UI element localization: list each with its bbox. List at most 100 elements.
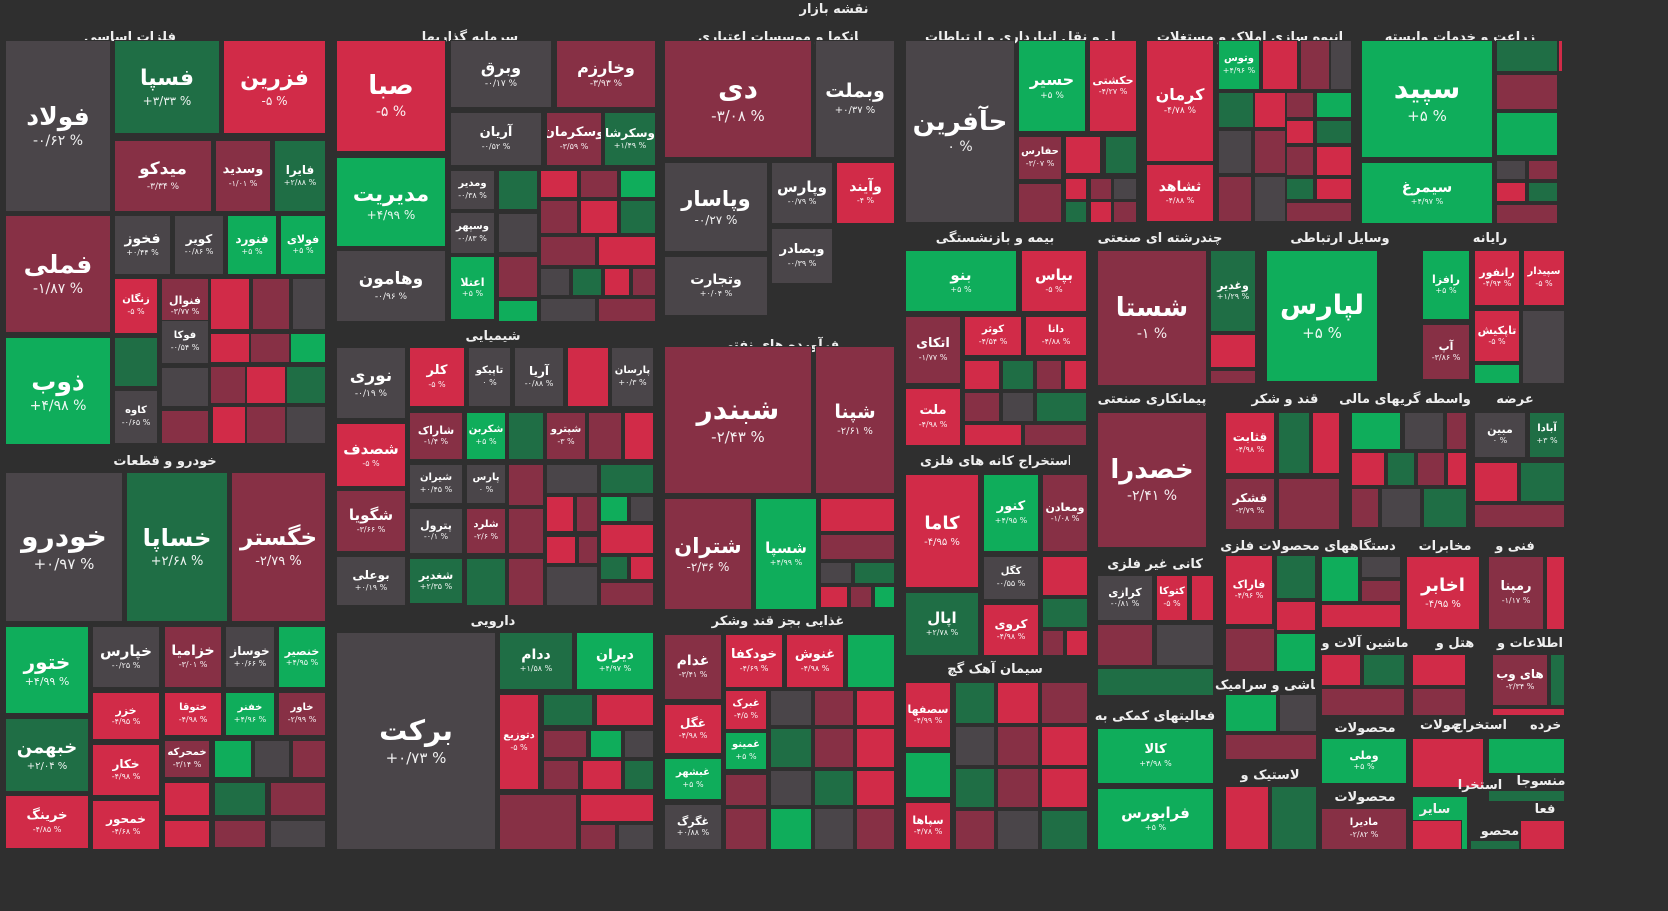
stock-tile-small[interactable] [820, 562, 852, 584]
stock-tile[interactable]: کلر -۵ % [409, 347, 465, 407]
stock-tile[interactable]: ومدیر -۰/۳۸ % [450, 170, 495, 210]
stock-tile[interactable]: کگل -۰/۵۵ % [983, 556, 1039, 600]
stock-tile[interactable]: وسپهر -۰/۸۳ % [450, 212, 495, 254]
stock-tile[interactable]: ذوب +۴/۹۸ % [5, 337, 111, 445]
stock-tile[interactable]: فولای +۵ % [280, 215, 326, 275]
stock-tile-small[interactable] [1066, 630, 1088, 656]
stock-tile-small[interactable] [905, 752, 951, 798]
stock-tile[interactable]: خپارس -۰/۲۵ % [92, 626, 160, 688]
stock-tile-small[interactable] [1042, 598, 1088, 628]
stock-tile-small[interactable] [1065, 178, 1087, 200]
stock-tile-small[interactable] [624, 730, 654, 758]
stock-tile-small[interactable] [164, 782, 210, 816]
stock-tile-small[interactable] [543, 760, 579, 790]
stock-tile-small[interactable] [955, 768, 995, 808]
stock-tile[interactable]: شلرد -۲/۶ % [466, 508, 506, 554]
stock-tile-small[interactable] [1041, 768, 1088, 808]
stock-tile-small[interactable] [164, 820, 210, 848]
stock-tile-small[interactable] [1316, 178, 1352, 200]
stock-tile[interactable]: بپاس -۵ % [1021, 250, 1087, 312]
stock-tile-small[interactable] [820, 586, 848, 608]
stock-tile[interactable]: تاپکیش -۵ % [1474, 310, 1520, 362]
stock-tile[interactable]: پارس ۰ % [466, 464, 506, 504]
stock-tile-small[interactable] [955, 810, 995, 850]
stock-tile-small[interactable] [210, 366, 246, 404]
stock-tile-small[interactable] [1276, 633, 1316, 672]
stock-tile-small[interactable] [286, 366, 326, 404]
stock-tile[interactable]: لپارس +۵ % [1266, 250, 1378, 382]
stock-tile-small[interactable] [508, 412, 544, 460]
stock-tile[interactable]: آپ -۳/۸۶ % [1422, 324, 1470, 380]
stock-tile[interactable]: خزامیا -۳/۰۱ % [164, 626, 222, 688]
stock-tile-small[interactable] [540, 200, 578, 234]
stock-tile[interactable]: ومعادن -۱/۰۸ % [1042, 474, 1088, 552]
stock-tile[interactable]: قشکر -۳/۷۹ % [1225, 478, 1275, 530]
stock-tile-small[interactable] [498, 170, 538, 210]
stock-tile[interactable]: خزر -۴/۹۵ % [92, 692, 160, 740]
stock-tile[interactable]: وبرق -۰/۱۷ % [450, 40, 552, 108]
stock-tile[interactable]: وپاسار -۰/۲۷ % [664, 162, 768, 252]
stock-tile-small[interactable] [1286, 92, 1314, 118]
stock-tile[interactable]: صبا -۵ % [336, 40, 446, 152]
stock-tile[interactable]: بنو +۵ % [905, 250, 1017, 312]
stock-tile[interactable]: خمحور -۴/۶۸ % [92, 800, 160, 850]
stock-tile-small[interactable] [964, 392, 1000, 422]
stock-tile[interactable]: میدکو -۳/۳۴ % [114, 140, 212, 212]
stock-tile[interactable]: شسپا +۴/۹۹ % [755, 498, 817, 610]
stock-tile-small[interactable] [540, 236, 596, 266]
stock-tile-small[interactable] [1278, 478, 1340, 530]
stock-tile[interactable]: خصدرا -۲/۴۱ % [1097, 412, 1207, 548]
stock-tile-small[interactable] [508, 464, 544, 506]
stock-tile-small[interactable] [1546, 556, 1565, 630]
stock-tile[interactable]: فاراک -۴/۹۶ % [1225, 555, 1273, 625]
stock-tile-small[interactable] [630, 496, 654, 522]
stock-tile-small[interactable] [874, 586, 895, 608]
stock-tile[interactable]: خکار -۴/۹۸ % [92, 744, 160, 796]
stock-tile[interactable]: وسدید -۱/۰۱ % [215, 140, 271, 212]
stock-tile[interactable]: های وب -۲/۳۴ % [1492, 654, 1548, 706]
stock-tile[interactable]: سپید +۵ % [1361, 40, 1493, 158]
stock-tile-small[interactable] [1446, 412, 1467, 450]
stock-tile[interactable]: کرازی -۰/۸۱ % [1097, 575, 1153, 621]
stock-tile[interactable]: کرمان -۴/۷۸ % [1146, 40, 1214, 162]
stock-tile[interactable]: ختوقا -۴/۹۸ % [164, 692, 222, 736]
stock-tile-small[interactable] [598, 298, 656, 322]
stock-tile-small[interactable] [1447, 452, 1467, 486]
stock-tile[interactable]: کروی -۴/۹۸ % [983, 604, 1039, 656]
stock-tile-small[interactable] [1361, 580, 1401, 602]
stock-tile-small[interactable] [1225, 786, 1269, 850]
stock-tile-small[interactable] [246, 366, 286, 404]
stock-tile[interactable]: تاپیکو ۰ % [468, 347, 511, 407]
stock-tile[interactable]: وبملت +۰/۳۷ % [815, 40, 895, 158]
stock-tile-small[interactable] [1262, 40, 1298, 90]
stock-tile[interactable]: شتران -۲/۳۶ % [664, 498, 752, 610]
stock-tile[interactable]: شصدف -۵ % [336, 423, 406, 487]
stock-tile-small[interactable] [1002, 360, 1034, 390]
stock-tile-small[interactable] [1520, 462, 1565, 502]
stock-tile-small[interactable] [1496, 204, 1558, 224]
stock-tile[interactable]: کوثر -۴/۵۴ % [964, 316, 1022, 356]
stock-tile-small[interactable] [964, 360, 1000, 390]
stock-tile[interactable]: حفارس -۳/۰۷ % [1018, 136, 1062, 180]
stock-tile-small[interactable] [1276, 555, 1316, 599]
stock-tile-small[interactable] [620, 200, 656, 234]
stock-tile[interactable]: نوری -۰/۱۹ % [336, 347, 406, 419]
stock-tile-small[interactable] [997, 768, 1039, 808]
stock-tile-small[interactable] [1423, 488, 1467, 528]
stock-tile-small[interactable] [114, 337, 158, 387]
stock-tile-small[interactable] [466, 558, 506, 606]
stock-tile-small[interactable] [1254, 92, 1286, 128]
stock-tile[interactable]: سیمرغ +۴/۹۷ % [1361, 162, 1493, 224]
stock-tile[interactable]: غگرگ +۰/۸۸ % [664, 804, 722, 850]
stock-tile-small[interactable] [1381, 488, 1421, 528]
stock-tile[interactable]: خوساز +۰/۶۶ % [225, 626, 275, 688]
stock-tile[interactable]: خودرو +۰/۹۷ % [5, 472, 123, 622]
stock-tile-small[interactable] [856, 728, 895, 768]
stock-tile-small[interactable] [1218, 92, 1254, 128]
stock-tile-small[interactable] [1191, 575, 1214, 621]
stock-tile-small[interactable] [292, 740, 326, 778]
stock-tile-small[interactable] [1496, 74, 1558, 110]
stock-tile-small[interactable] [1042, 556, 1088, 596]
stock-tile-small[interactable] [1218, 130, 1252, 174]
stock-tile-small[interactable] [1036, 392, 1087, 422]
